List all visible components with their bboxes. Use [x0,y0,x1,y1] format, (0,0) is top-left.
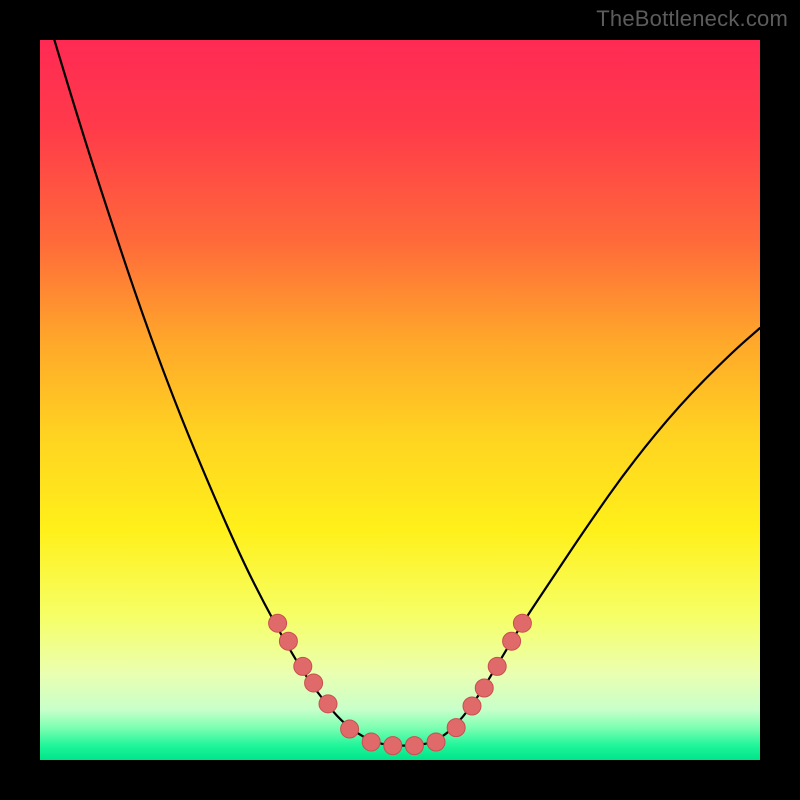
data-marker [447,719,465,737]
data-marker [279,632,297,650]
data-marker [305,674,323,692]
data-marker [513,614,531,632]
data-marker [463,697,481,715]
data-marker [427,733,445,751]
data-marker [294,657,312,675]
data-marker [269,614,287,632]
data-marker [475,679,493,697]
plot-gradient-background [40,40,760,760]
bottleneck-chart [0,0,800,800]
data-marker [319,695,337,713]
data-marker [384,737,402,755]
data-marker [362,733,380,751]
data-marker [341,720,359,738]
data-marker [503,632,521,650]
watermark-text: TheBottleneck.com [596,6,788,32]
chart-stage: TheBottleneck.com [0,0,800,800]
data-marker [488,657,506,675]
data-marker [405,737,423,755]
